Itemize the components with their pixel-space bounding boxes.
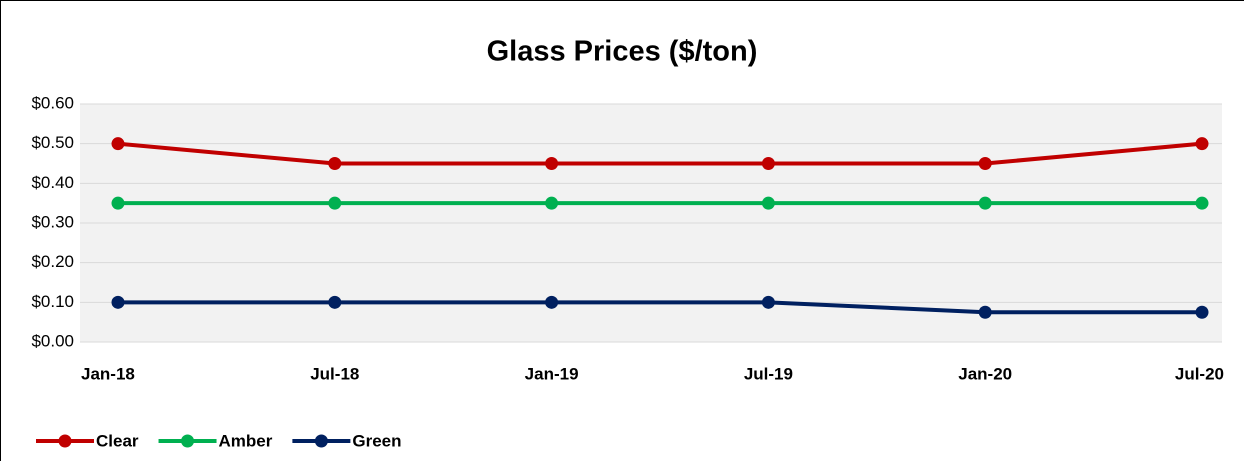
y-tick-label: $0.50 xyxy=(31,133,74,152)
point-marker xyxy=(328,157,342,170)
point-marker xyxy=(111,137,125,151)
series-line xyxy=(117,141,1203,166)
point-marker xyxy=(328,295,342,309)
legend-marker xyxy=(58,434,72,448)
legend-marker xyxy=(181,434,195,448)
point-marker xyxy=(1195,137,1209,151)
point-marker xyxy=(545,157,559,170)
point-marker xyxy=(111,295,125,309)
y-tick-label: $0.10 xyxy=(31,292,74,311)
point-marker xyxy=(545,196,559,210)
point-marker xyxy=(328,196,342,210)
point-marker xyxy=(545,295,559,309)
legend-marker xyxy=(314,434,328,448)
point-marker xyxy=(111,196,125,210)
point-marker xyxy=(978,305,992,319)
point-marker xyxy=(761,295,775,309)
x-tick-label: Jan-19 xyxy=(525,364,579,383)
y-tick-label: $0.60 xyxy=(31,93,74,112)
x-tick-label: Jan-18 xyxy=(81,364,135,383)
series-line xyxy=(118,300,1202,315)
point-marker xyxy=(978,196,992,210)
y-tick-label: $0.40 xyxy=(31,173,74,192)
y-tick-label: $0.00 xyxy=(31,331,74,350)
point-marker xyxy=(761,157,775,170)
point-marker xyxy=(978,157,992,170)
legend-label: Clear xyxy=(96,431,139,450)
legend-label: Amber xyxy=(219,431,273,450)
x-tick-label: Jul-20 xyxy=(1175,364,1224,383)
y-tick-label: $0.30 xyxy=(31,212,74,231)
x-tick-label: Jul-19 xyxy=(744,364,793,383)
x-tick-label: Jul-18 xyxy=(310,364,359,383)
chart-title: Glass Prices ($/ton) xyxy=(487,36,758,68)
point-marker xyxy=(761,196,775,210)
x-tick-label: Jan-20 xyxy=(958,364,1012,383)
point-marker xyxy=(1195,305,1209,319)
point-marker xyxy=(1195,196,1209,210)
y-tick-label: $0.20 xyxy=(31,252,74,271)
legend-label: Green xyxy=(352,431,401,450)
